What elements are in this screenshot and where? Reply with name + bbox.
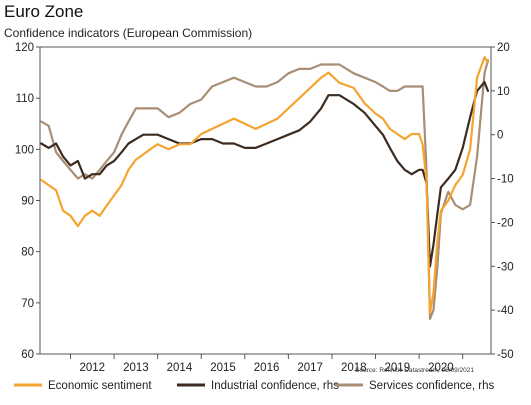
source-note: Source: Refinitiv Datastream, 06/09/2021 [355, 367, 474, 374]
x-tick-label: 2019 [385, 362, 411, 374]
x-tick-label: 2020 [428, 362, 454, 374]
axes-layer [36, 46, 495, 359]
y-right-tick-label: -30 [497, 261, 514, 273]
x-tick-label: 2018 [341, 362, 367, 374]
legend-label-economic-sentiment: Economic sentiment [48, 380, 152, 392]
y-left-tick-label: 60 [21, 349, 34, 361]
x-tick-label: 2017 [297, 362, 323, 374]
y-right-tick-label: 10 [497, 86, 510, 98]
y-left-tick-label: 70 [21, 298, 34, 310]
y-left-tick-label: 120 [15, 42, 34, 54]
y-right-tick-label: -10 [497, 174, 514, 186]
y-right-tick-label: -20 [497, 217, 514, 229]
y-right-tick-label: 0 [497, 130, 503, 142]
x-tick-label: 2015 [210, 362, 236, 374]
chart-title: Euro Zone [4, 2, 84, 21]
y-left-tick-label: 100 [15, 144, 34, 156]
legend-label-services-confidence-rhs: Services confidence, rhs [369, 380, 495, 392]
labels-layer: 2012 2013 2014 2015 2016 2017 2018 2019 2020 60 70… [15, 42, 514, 374]
y-right-tick-label: -50 [497, 349, 514, 361]
legend-label-industrial-confidence-rhs: Industrial confidence, rhs [211, 380, 339, 392]
y-left-tick-label: 110 [16, 93, 34, 105]
x-tick-label: 2014 [167, 362, 193, 374]
x-tick-label: 2016 [254, 362, 280, 374]
legend: Economic sentiment Industrial confidence,… [14, 380, 495, 392]
chart-subtitle: Confidence indicators (European Commissi… [4, 26, 253, 40]
series-layer [40, 56, 489, 320]
series-line-industrial-confidence-rhs [40, 81, 489, 268]
y-right-tick-label: -40 [497, 305, 514, 317]
y-right-tick-label: 20 [497, 42, 510, 54]
y-left-tick-label: 80 [21, 247, 34, 259]
y-left-tick-label: 90 [21, 196, 34, 208]
x-tick-label: 2013 [123, 362, 149, 374]
series-line-services-confidence-rhs [40, 59, 489, 320]
series-line-economic-sentiment [40, 56, 489, 315]
x-tick-label: 2012 [79, 362, 105, 374]
